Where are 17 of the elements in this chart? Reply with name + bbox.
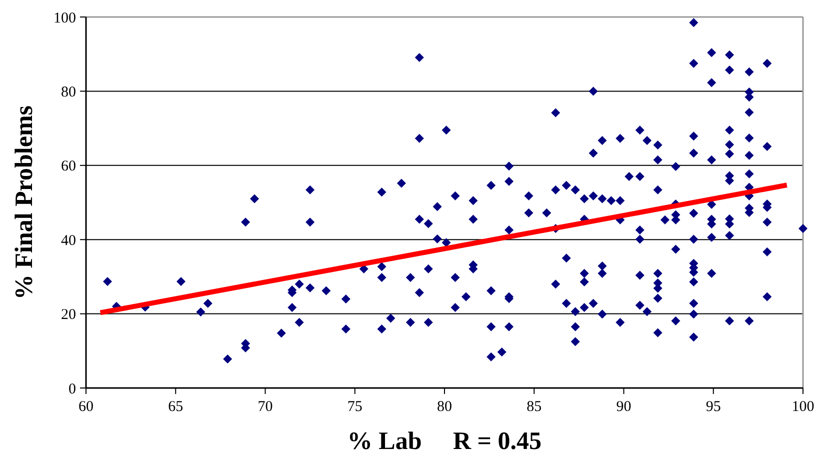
y-tick-label: 20 <box>61 307 76 324</box>
y-axis-title: % Final Problems <box>11 105 38 300</box>
y-tick-label: 100 <box>54 10 76 26</box>
x-tick-label: 75 <box>347 399 362 415</box>
y-tick-label: 60 <box>61 158 76 175</box>
y-tick-label: 0 <box>68 381 76 398</box>
x-tick-label: 60 <box>78 399 94 415</box>
x-axis-title: % Lab R = 0.45 <box>347 428 542 455</box>
x-tick-label: 65 <box>168 399 184 415</box>
x-tick-label: 85 <box>526 399 542 415</box>
x-tick-label: 80 <box>437 399 452 415</box>
x-tick-label: 90 <box>616 399 632 415</box>
y-tick-label: 80 <box>61 84 76 100</box>
x-tick-label: 100 <box>792 399 814 415</box>
y-tick-label: 40 <box>61 232 76 249</box>
x-tick-label: 70 <box>258 399 273 415</box>
x-tick-label: 95 <box>706 399 721 415</box>
